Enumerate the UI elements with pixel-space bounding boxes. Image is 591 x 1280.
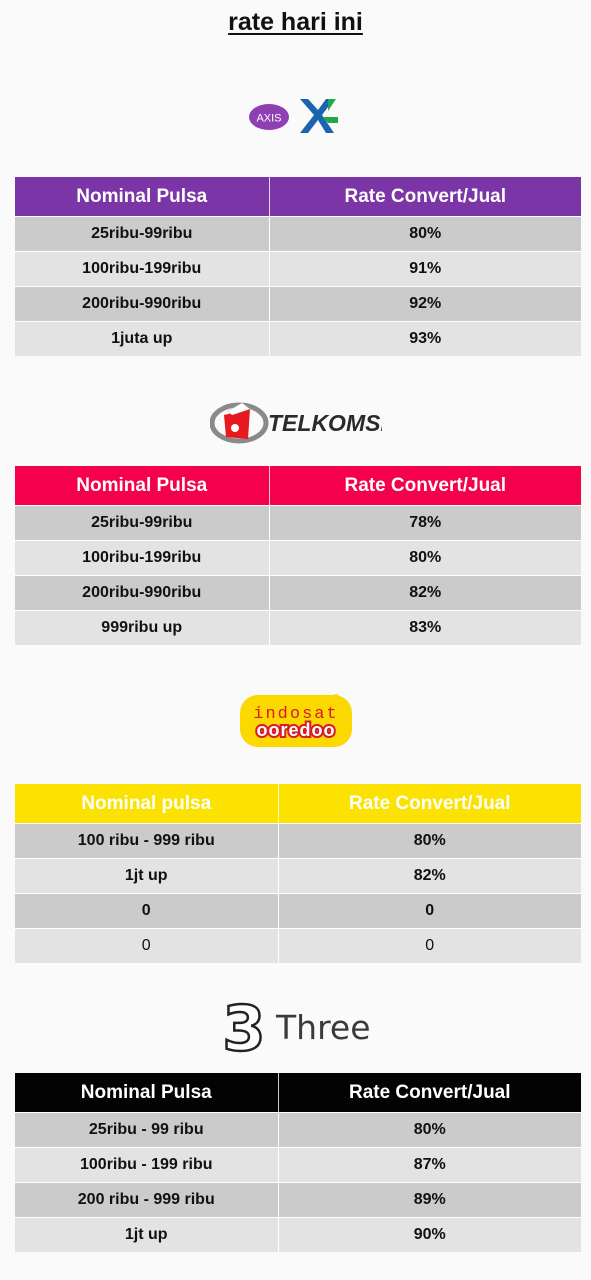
xl-rate-table: Nominal Pulsa Rate Convert/Jual 25ribu-9…	[15, 177, 581, 356]
nominal-cell: 200ribu-990ribu	[15, 575, 270, 611]
header-nominal: Nominal Pulsa	[15, 1073, 279, 1113]
indosat-ooredoo-logo: indosat ooredoo	[0, 692, 591, 752]
xl-axis-logo-icon: AXIS XL	[248, 99, 338, 133]
rate-cell: 90%	[278, 1217, 581, 1252]
rate-cell: 93%	[269, 321, 581, 356]
svg-text:Three: Three	[275, 1008, 371, 1047]
nominal-cell: 1juta up	[15, 321, 270, 356]
rate-cell: 82%	[278, 858, 581, 894]
table-row: 100 ribu - 999 ribu 80%	[15, 823, 581, 859]
rate-cell: 89%	[278, 1182, 581, 1218]
nominal-cell: 100ribu - 199 ribu	[15, 1147, 279, 1183]
nominal-cell: 25ribu - 99 ribu	[15, 1112, 279, 1148]
svg-text:TELKOMSEL: TELKOMSEL	[268, 410, 382, 436]
table-row: 999ribu up 83%	[15, 610, 581, 645]
table-row: 1jt up 82%	[15, 858, 581, 894]
rate-cell: 87%	[278, 1147, 581, 1183]
telkomsel-logo-icon: TELKOMSEL	[209, 402, 382, 444]
table-header-row: Nominal Pulsa Rate Convert/Jual	[15, 177, 581, 217]
nominal-cell: 100 ribu - 999 ribu	[15, 823, 279, 859]
table-header-row: Nominal Pulsa Rate Convert/Jual	[15, 1073, 581, 1113]
table-row: 100ribu-199ribu 80%	[15, 540, 581, 576]
table-row: 1jt up 90%	[15, 1217, 581, 1252]
header-rate: Rate Convert/Jual	[269, 177, 581, 217]
page-title: rate hari ini	[0, 8, 591, 37]
nominal-cell: 1jt up	[15, 1217, 279, 1252]
nominal-cell: 25ribu-99ribu	[15, 216, 270, 252]
header-nominal: Nominal Pulsa	[15, 177, 270, 217]
rate-cell: 82%	[269, 575, 581, 611]
rate-cell: 80%	[278, 1112, 581, 1148]
nominal-cell: 0	[15, 928, 279, 963]
nominal-cell: 999ribu up	[15, 610, 270, 645]
table-header-row: Nominal Pulsa Rate Convert/Jual	[15, 466, 581, 506]
table-row: 25ribu - 99 ribu 80%	[15, 1112, 581, 1148]
table-row: 200 ribu - 999 ribu 89%	[15, 1182, 581, 1218]
table-row: 25ribu-99ribu 80%	[15, 216, 581, 252]
header-nominal: Nominal pulsa	[15, 784, 279, 824]
table-header-row: Nominal pulsa Rate Convert/Jual	[15, 784, 581, 824]
rate-cell: 78%	[269, 505, 581, 541]
telkomsel-logo: TELKOMSEL	[0, 392, 591, 452]
header-nominal: Nominal Pulsa	[15, 466, 270, 506]
table-row: 25ribu-99ribu 78%	[15, 505, 581, 541]
rate-cell: 80%	[269, 540, 581, 576]
table-row: 200ribu-990ribu 92%	[15, 286, 581, 322]
telkomsel-rate-table: Nominal Pulsa Rate Convert/Jual 25ribu-9…	[15, 466, 581, 645]
nominal-cell: 100ribu-199ribu	[15, 540, 270, 576]
svg-text:AXIS: AXIS	[256, 113, 281, 125]
svg-text:indosat: indosat	[253, 705, 338, 724]
rate-cell: 0	[278, 928, 581, 963]
table-row: 100ribu - 199 ribu 87%	[15, 1147, 581, 1183]
header-rate: Rate Convert/Jual	[278, 1073, 581, 1113]
svg-text:3: 3	[222, 994, 265, 1058]
indosat-rate-table: Nominal pulsa Rate Convert/Jual 100 ribu…	[15, 784, 581, 963]
svg-text:ooredoo: ooredoo	[256, 720, 335, 740]
indosat-ooredoo-logo-icon: indosat ooredoo	[239, 694, 352, 747]
table-row: 200ribu-990ribu 82%	[15, 575, 581, 611]
page-title-text: rate hari ini	[228, 8, 363, 36]
nominal-cell: 100ribu-199ribu	[15, 251, 270, 287]
rate-cell: 80%	[278, 823, 581, 859]
table-row: 100ribu-199ribu 91%	[15, 251, 581, 287]
nominal-cell: 200 ribu - 999 ribu	[15, 1182, 279, 1218]
nominal-cell: 200ribu-990ribu	[15, 286, 270, 322]
rate-cell: 91%	[269, 251, 581, 287]
nominal-cell: 0	[15, 893, 279, 929]
header-rate: Rate Convert/Jual	[278, 784, 581, 824]
header-rate: Rate Convert/Jual	[269, 466, 581, 506]
rate-cell: 83%	[269, 610, 581, 645]
three-rate-table: Nominal Pulsa Rate Convert/Jual 25ribu -…	[15, 1073, 581, 1252]
three-logo-icon: 3 Three	[221, 994, 371, 1058]
nominal-cell: 1jt up	[15, 858, 279, 894]
rate-cell: 80%	[269, 216, 581, 252]
rate-cell: 0	[278, 893, 581, 929]
rate-cell: 92%	[269, 286, 581, 322]
table-row: 1juta up 93%	[15, 321, 581, 356]
three-logo: 3 Three	[0, 994, 591, 1058]
nominal-cell: 25ribu-99ribu	[15, 505, 270, 541]
xl-axis-logo: AXIS XL	[0, 92, 591, 138]
